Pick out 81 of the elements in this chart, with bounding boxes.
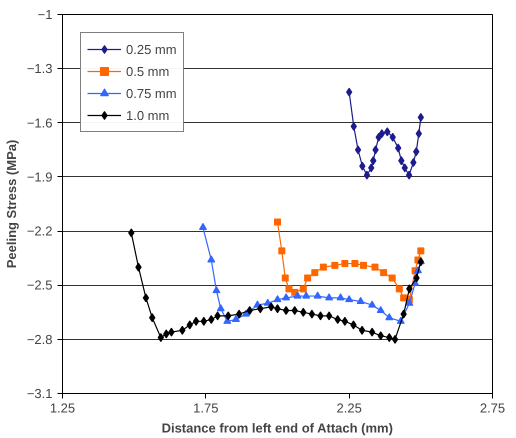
point	[380, 269, 388, 276]
point	[396, 285, 403, 292]
y-tick-label: −1.3	[26, 61, 53, 76]
point	[236, 310, 242, 319]
point	[358, 326, 366, 335]
point	[385, 313, 394, 320]
point	[325, 293, 334, 300]
point	[207, 255, 216, 262]
point	[406, 284, 413, 294]
point	[285, 285, 292, 292]
point	[214, 311, 221, 320]
point	[341, 260, 348, 268]
point	[342, 316, 348, 326]
point	[351, 260, 358, 268]
legend-label: 0.5 mm	[126, 64, 170, 78]
y-tick-label: −2.2	[26, 224, 53, 239]
legend-label: 0.25 mm	[126, 42, 177, 56]
point	[304, 274, 312, 282]
point	[392, 334, 398, 344]
y-tick-label: −1	[38, 7, 53, 22]
point	[398, 156, 405, 166]
point	[354, 145, 362, 154]
point	[216, 304, 225, 312]
point	[294, 292, 302, 299]
point	[274, 218, 281, 226]
point	[359, 162, 366, 171]
point	[364, 170, 370, 180]
y-tick-label: −3.1	[26, 386, 53, 401]
point	[274, 304, 281, 314]
point	[388, 274, 396, 282]
point	[282, 306, 290, 315]
point	[317, 311, 324, 320]
point	[278, 247, 286, 254]
point	[326, 311, 332, 320]
y-tick-label: −1.9	[26, 169, 53, 184]
point	[378, 129, 386, 138]
point	[350, 320, 357, 330]
point	[331, 262, 338, 269]
point	[302, 292, 310, 299]
point	[168, 328, 175, 337]
x-tick-label: 2.75	[480, 400, 506, 416]
x-tick-label: 2.25	[336, 400, 362, 416]
point	[368, 300, 376, 308]
point	[372, 145, 379, 154]
point	[400, 310, 407, 319]
point	[282, 274, 289, 282]
point	[368, 328, 376, 337]
point	[320, 264, 327, 271]
point	[300, 285, 307, 292]
point	[345, 295, 354, 302]
legend-label: 1.0 mm	[126, 108, 170, 122]
point	[376, 306, 385, 313]
point	[142, 293, 150, 302]
point	[311, 269, 318, 276]
point	[135, 262, 142, 272]
point	[192, 316, 200, 326]
point	[410, 158, 417, 167]
point	[417, 247, 424, 254]
legend-label: 0.75 mm	[126, 86, 177, 100]
point	[371, 264, 378, 271]
y-tick-label: −1.6	[26, 115, 53, 130]
point	[282, 293, 290, 300]
point	[336, 293, 345, 300]
point	[232, 314, 240, 322]
point	[405, 298, 414, 306]
point	[198, 222, 207, 230]
point	[314, 292, 322, 299]
point	[356, 296, 365, 304]
y-tick-label: −2.5	[26, 278, 53, 293]
x-tick-label: 1.75	[193, 400, 218, 416]
point	[274, 295, 282, 302]
point	[400, 294, 408, 302]
x-tick-label: 1.25	[50, 400, 76, 416]
point	[406, 170, 412, 180]
point	[308, 310, 316, 319]
point	[212, 286, 220, 294]
x-axis-title: Distance from left end of Attach (mm)	[162, 420, 393, 436]
point	[413, 273, 420, 282]
y-tick-label: −2.8	[26, 332, 53, 347]
point	[360, 262, 367, 269]
y-axis-title: Peeling Stress (MPa)	[4, 140, 19, 268]
